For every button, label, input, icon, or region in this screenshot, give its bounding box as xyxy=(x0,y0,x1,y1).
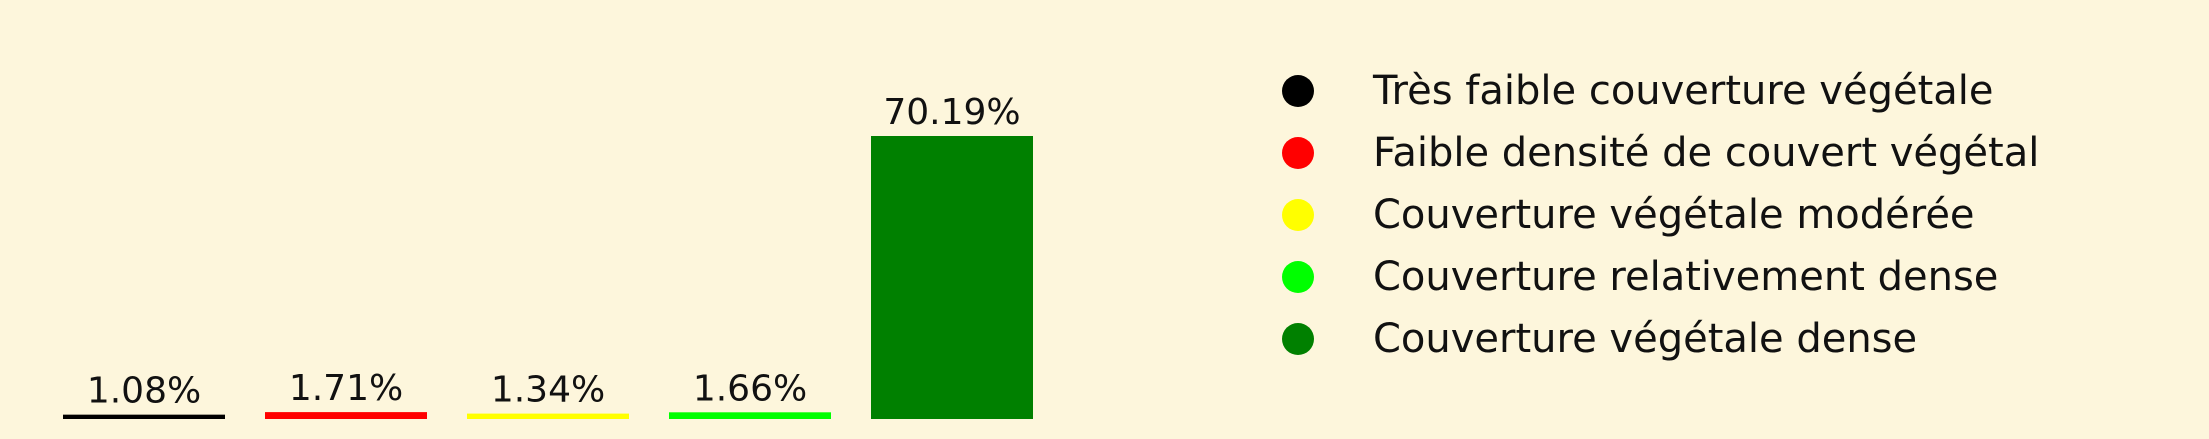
data-label-4: 1.66% xyxy=(693,368,807,409)
legend-label-4: Couverture relativement dense xyxy=(1373,254,1998,300)
legend-marker-2 xyxy=(1282,137,1314,169)
bar-5 xyxy=(871,136,1033,419)
legend-marker-5 xyxy=(1282,323,1314,355)
bar-1 xyxy=(63,414,225,419)
bar-3 xyxy=(467,413,629,419)
data-labels-group: 1.08% 1.71% 1.34% 1.66% 70.19% xyxy=(87,92,1021,412)
legend-label-1: Très faible couverture végétale xyxy=(1372,68,1994,114)
bar-4 xyxy=(669,412,831,419)
legend-marker-3 xyxy=(1282,199,1314,231)
bars-group xyxy=(63,136,1033,419)
data-label-2: 1.71% xyxy=(289,368,403,409)
legend-marker-1 xyxy=(1282,75,1314,107)
legend-label-2: Faible densité de couvert végétal xyxy=(1373,130,2039,176)
legend-label-3: Couverture végétale modérée xyxy=(1373,192,1975,238)
data-label-1: 1.08% xyxy=(87,371,201,412)
legend-label-5: Couverture végétale dense xyxy=(1373,316,1917,362)
data-label-3: 1.34% xyxy=(491,370,605,411)
legend-marker-4 xyxy=(1282,261,1314,293)
legend: Très faible couverture végétale Faible de… xyxy=(1282,68,2039,362)
data-label-5: 70.19% xyxy=(883,92,1020,133)
bar-2 xyxy=(265,412,427,419)
